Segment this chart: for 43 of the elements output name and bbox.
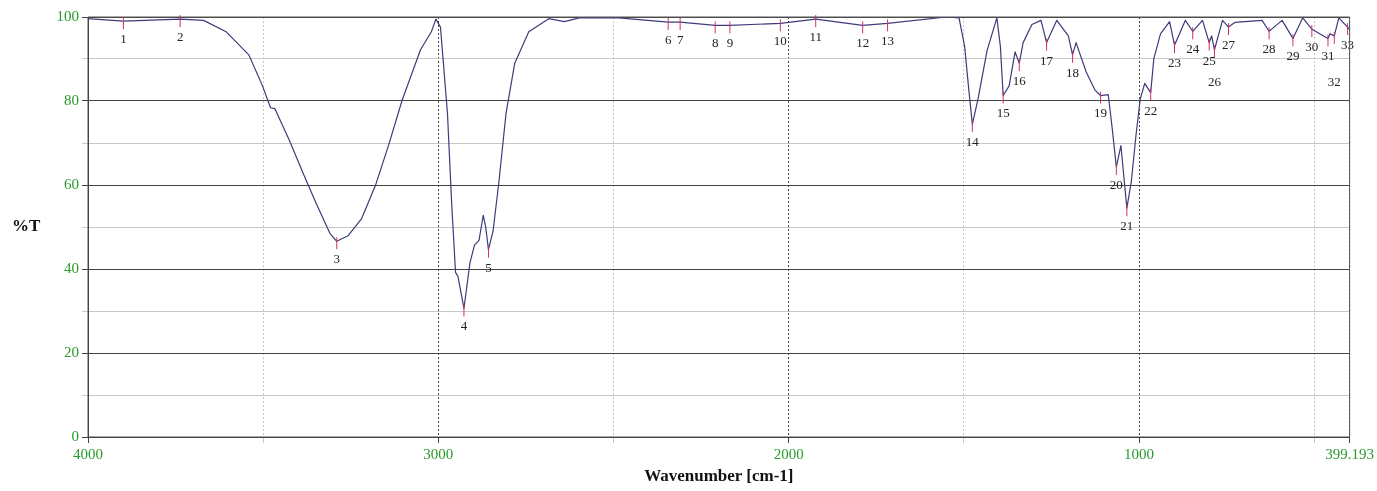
y-tick-label: 60 <box>64 175 79 192</box>
annotation: 1 <box>120 31 127 47</box>
annotation: 2 <box>176 29 184 45</box>
annotation: 17 <box>1040 52 1054 68</box>
annotation: 10 <box>773 33 787 49</box>
annotation: 21 <box>1120 218 1134 234</box>
x-tick-label: 399.193 <box>1325 445 1374 462</box>
annotation: 27 <box>1221 37 1236 52</box>
annotation: 31 <box>1321 48 1335 64</box>
annotation: 13 <box>881 33 895 49</box>
annotation: 18 <box>1066 64 1080 80</box>
annotation: 6 <box>664 31 672 47</box>
annotation: 26 <box>1207 73 1222 89</box>
x-tick-label: 2000 <box>773 445 804 462</box>
annotation: 22 <box>1144 102 1158 118</box>
annotation: 29 <box>1286 48 1300 64</box>
y-tick-label: 80 <box>64 91 79 108</box>
x-tick-label: 3000 <box>423 445 454 462</box>
annotation: 14 <box>965 134 980 150</box>
annotation: 32 <box>1327 73 1341 89</box>
annotation: 7 <box>676 31 684 47</box>
y-tick-label: 20 <box>64 343 79 360</box>
annotation: 15 <box>996 105 1010 121</box>
x-tick-label: 4000 <box>73 445 103 462</box>
annotation: 19 <box>1094 105 1108 121</box>
annotation: 24 <box>1186 41 1200 57</box>
annotation: 3 <box>333 251 341 267</box>
annotation: 4 <box>460 318 468 334</box>
y-tick-label: 0 <box>71 427 79 444</box>
x-tick-label: 1000 <box>1124 445 1155 462</box>
annotation: 12 <box>856 35 870 51</box>
y-tick-label: 40 <box>64 259 79 276</box>
y-tick-label: 100 <box>56 7 79 24</box>
annotation: 28 <box>1262 41 1276 57</box>
y-axis-title: %T <box>12 216 41 236</box>
annotation: 25 <box>1202 52 1216 68</box>
annotation: 8 <box>711 35 719 51</box>
annotation: 16 <box>1012 73 1027 89</box>
annotation: 23 <box>1168 55 1182 71</box>
annotation: 30 <box>1305 39 1319 55</box>
annotation: 11 <box>809 29 822 45</box>
annotation: 9 <box>726 35 734 51</box>
x-axis-title: Wavenumber [cm-1] <box>644 466 794 486</box>
